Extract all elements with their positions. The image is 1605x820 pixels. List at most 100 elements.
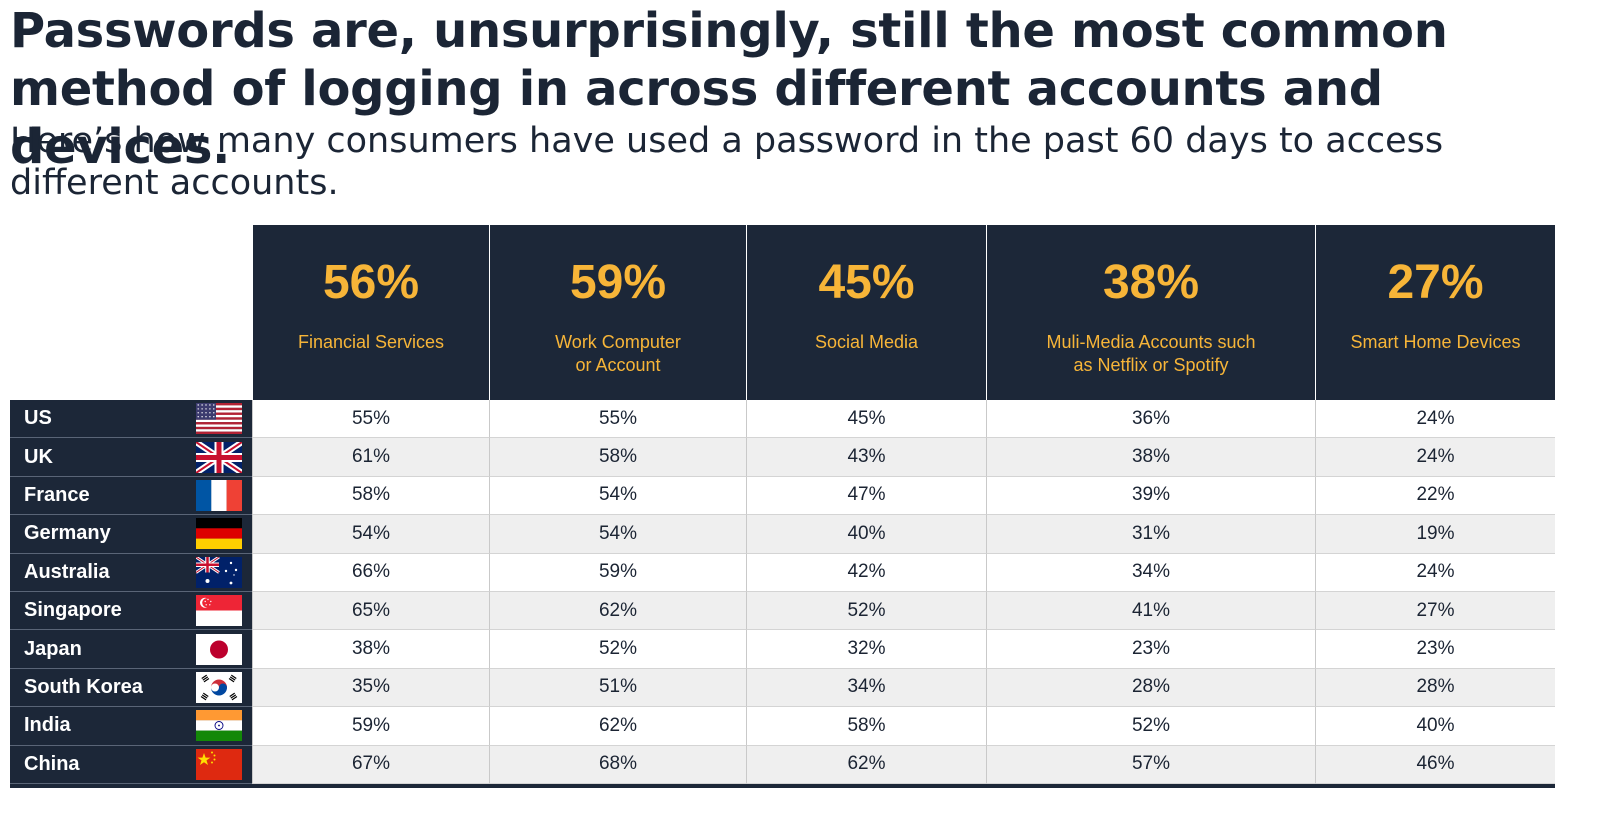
value-cell: 55% (489, 400, 746, 439)
column-header: 45% Social Media (746, 225, 986, 400)
value-cell: 34% (986, 553, 1315, 592)
table-row: Germany 54% 54% 40% 31% 19% (10, 515, 1555, 554)
value-cell: 51% (489, 668, 746, 708)
value-cell: 54% (252, 515, 489, 554)
value-cell: 23% (1315, 630, 1555, 669)
table-row: France 58% 54% 47% 39% 22% (10, 476, 1555, 516)
column-label: Muli-Media Accounts such as Netflix or S… (1046, 332, 1256, 375)
column-header: 38% Muli-Media Accounts such as Netflix o… (986, 225, 1315, 400)
column-label: Social Media (814, 332, 919, 352)
column-total: 45% (818, 256, 915, 309)
table-row: Australia 66% 59% 42% 34% 24% (10, 553, 1555, 592)
table-row: US 55% 55% 45% 36% 24% (10, 400, 1555, 439)
germany-flag-icon (196, 518, 242, 550)
value-cell: 65% (252, 591, 489, 631)
column-header: 59% Work Computer or Account (489, 225, 746, 400)
country-cell: Japan (10, 630, 252, 669)
value-cell: 52% (489, 630, 746, 669)
country-name: Germany (24, 522, 111, 545)
table-row: India 59% 62% 58% 52% 40% (10, 707, 1555, 746)
value-cell: 58% (252, 476, 489, 516)
value-cell: 39% (986, 476, 1315, 516)
column-label: Financial Services (297, 332, 445, 352)
value-cell: 62% (489, 591, 746, 631)
value-cell: 41% (986, 591, 1315, 631)
value-cell: 40% (746, 515, 986, 554)
column-header: 27% Smart Home Devices (1315, 225, 1555, 400)
value-cell: 24% (1315, 400, 1555, 439)
value-cell: 67% (252, 745, 489, 784)
value-cell: 32% (746, 630, 986, 669)
country-name: France (24, 483, 90, 506)
us-flag-icon (196, 403, 242, 435)
value-cell: 45% (746, 400, 986, 439)
value-cell: 19% (1315, 515, 1555, 554)
value-cell: 59% (252, 707, 489, 746)
value-cell: 47% (746, 476, 986, 516)
column-total: 38% (1102, 256, 1200, 309)
value-cell: 36% (986, 400, 1315, 439)
country-cell: Australia (10, 553, 252, 592)
page-title: Passwords are, unsurprisingly, still the… (10, 3, 1448, 175)
table-corner (10, 225, 252, 400)
value-cell: 28% (986, 668, 1315, 708)
value-cell: 46% (1315, 745, 1555, 784)
table-body: US 55% 55% 45% 36% 24% UK 61% 58% 43% 38% 24% France… (10, 400, 1555, 784)
table-row: Japan 38% 52% 32% 23% 23% (10, 630, 1555, 669)
australia-flag-icon (196, 556, 242, 588)
value-cell: 43% (746, 438, 986, 477)
data-table: 56% Financial Services 59% Work Computer or… (10, 225, 1555, 784)
value-cell: 38% (252, 630, 489, 669)
column-total: 59% (569, 256, 667, 309)
page-subtitle: Here’s how many consumers have used a pa… (10, 121, 1444, 203)
table-header-row: 56% Financial Services 59% Work Computer or… (10, 225, 1555, 400)
country-name: US (24, 407, 52, 430)
value-cell: 24% (1315, 438, 1555, 477)
uk-flag-icon (196, 441, 242, 473)
column-label: Work Computer or Account (555, 332, 681, 375)
china-flag-icon (196, 748, 242, 780)
country-cell: France (10, 476, 252, 516)
value-cell: 28% (1315, 668, 1555, 708)
value-cell: 68% (489, 745, 746, 784)
country-cell: China (10, 745, 252, 784)
value-cell: 38% (986, 438, 1315, 477)
value-cell: 57% (986, 745, 1315, 784)
table-bottom-rule (10, 784, 1555, 788)
value-cell: 52% (986, 707, 1315, 746)
value-cell: 31% (986, 515, 1315, 554)
country-name: Singapore (24, 599, 122, 622)
south-korea-flag-icon (196, 671, 242, 703)
value-cell: 27% (1315, 591, 1555, 631)
value-cell: 58% (489, 438, 746, 477)
table-row: South Korea 35% 51% 34% 28% 28% (10, 668, 1555, 708)
country-cell: Singapore (10, 591, 252, 631)
value-cell: 61% (252, 438, 489, 477)
column-label: Smart Home Devices (1350, 332, 1521, 352)
country-name: China (24, 752, 80, 775)
value-cell: 55% (252, 400, 489, 439)
value-cell: 22% (1315, 476, 1555, 516)
value-cell: 54% (489, 476, 746, 516)
value-cell: 59% (489, 553, 746, 592)
value-cell: 24% (1315, 553, 1555, 592)
value-cell: 58% (746, 707, 986, 746)
value-cell: 34% (746, 668, 986, 708)
table-row: Singapore 65% 62% 52% 41% 27% (10, 591, 1555, 631)
country-name: Japan (24, 637, 82, 660)
column-total: 27% (1387, 256, 1484, 309)
column-total: 56% (322, 256, 420, 309)
value-cell: 54% (489, 515, 746, 554)
table-row: UK 61% 58% 43% 38% 24% (10, 438, 1555, 477)
country-name: Australia (24, 560, 110, 583)
value-cell: 42% (746, 553, 986, 592)
value-cell: 35% (252, 668, 489, 708)
country-cell: UK (10, 438, 252, 477)
india-flag-icon (196, 710, 242, 742)
japan-flag-icon (196, 633, 242, 665)
value-cell: 66% (252, 553, 489, 592)
country-cell: US (10, 400, 252, 439)
value-cell: 23% (986, 630, 1315, 669)
singapore-flag-icon (196, 595, 242, 627)
country-name: UK (24, 445, 53, 468)
